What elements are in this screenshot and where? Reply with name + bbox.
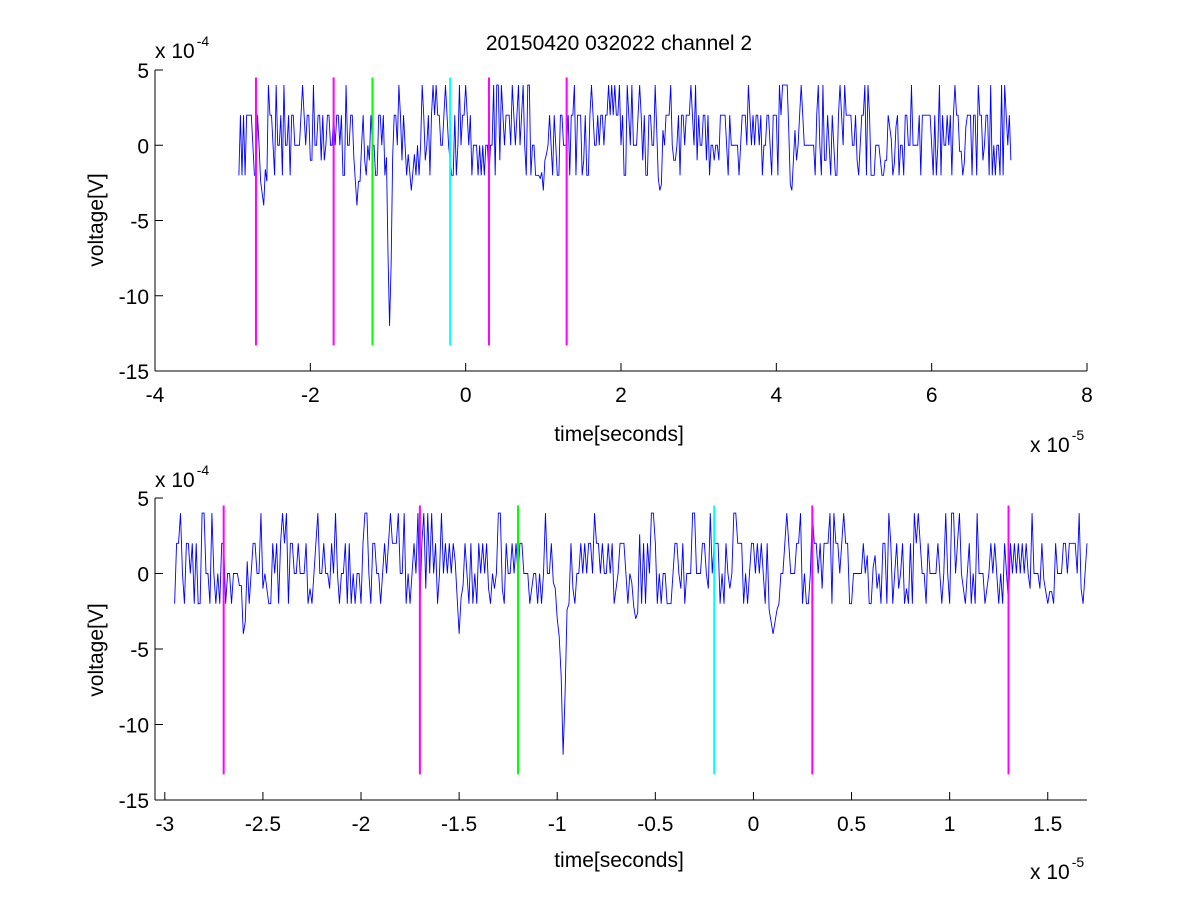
signal-series-line [174, 512, 1088, 755]
x-tick-label: -2 [301, 384, 320, 407]
bottom-y-exponent: x 10 -4 [155, 462, 209, 492]
bottom-y-ticks: -15 -10 -5 0 5 [119, 488, 163, 813]
signal-series-line [238, 84, 1012, 326]
x-tick-label: -0.5 [637, 813, 673, 836]
top-y-exponent-base: x 10 [155, 40, 195, 63]
x-tick-label: 6 [926, 384, 938, 407]
bottom-y-exponent-base: x 10 [155, 469, 195, 492]
top-x-exponent: x 10 -5 [1030, 427, 1084, 457]
top-y-exponent: x 10 -4 [155, 33, 209, 63]
y-tick-label: -10 [119, 715, 149, 738]
x-tick-label: -1 [548, 813, 567, 836]
top-x-label: time[seconds] [554, 423, 684, 446]
x-tick-label: 1.5 [1033, 813, 1062, 836]
y-tick-label: -15 [119, 361, 149, 384]
top-plot-marks [238, 77, 1012, 346]
y-tick-label: 0 [137, 564, 149, 587]
x-tick-label: -1.5 [441, 813, 477, 836]
x-tick-label: 2 [615, 384, 627, 407]
x-tick-label: -2 [352, 813, 371, 836]
bottom-x-exponent-power: -5 [1072, 854, 1085, 870]
bottom-x-ticks: -3 -2.5 -2 -1.5 -1 -0.5 0 0.5 1 1.5 [155, 792, 1062, 836]
top-y-exponent-power: -4 [197, 33, 210, 49]
top-y-label: voltage[V] [85, 173, 108, 266]
x-tick-label: 8 [1081, 384, 1093, 407]
figure-title: 20150420 032022 channel 2 [486, 32, 752, 55]
top-x-exponent-power: -5 [1072, 427, 1085, 443]
y-tick-label: -5 [130, 639, 149, 662]
bottom-x-label: time[seconds] [554, 849, 684, 872]
y-tick-label: -5 [130, 211, 149, 234]
x-tick-label: 1 [944, 813, 956, 836]
x-tick-label: 0.5 [837, 813, 866, 836]
y-tick-label: -10 [119, 286, 149, 309]
x-tick-label: 0 [460, 384, 472, 407]
y-tick-label: 5 [137, 488, 149, 511]
bottom-axes: -3 -2.5 -2 -1.5 -1 -0.5 0 0.5 1 1.5 -15 -10 -5 0 5 ti… [85, 462, 1088, 884]
y-tick-label: -15 [119, 790, 149, 813]
y-tick-label: 5 [137, 60, 149, 83]
top-x-exponent-base: x 10 [1030, 434, 1070, 457]
x-tick-label: -2.5 [245, 813, 281, 836]
bottom-y-label: voltage[V] [85, 603, 108, 696]
x-tick-label: -3 [155, 813, 174, 836]
bottom-y-exponent-power: -4 [197, 462, 210, 478]
top-x-ticks: -4 -2 0 2 4 6 8 [146, 363, 1093, 407]
top-y-ticks: -15 -10 -5 0 5 [119, 60, 163, 384]
top-axes: -4 -2 0 2 4 6 8 -15 -10 -5 0 5 time[seconds] volta… [85, 33, 1093, 457]
bottom-plot-marks [174, 505, 1088, 775]
y-tick-label: 0 [137, 135, 149, 158]
x-tick-label: 4 [770, 384, 782, 407]
bottom-x-exponent-base: x 10 [1030, 861, 1070, 884]
x-tick-label: 0 [748, 813, 760, 836]
x-tick-label: -4 [146, 384, 165, 407]
bottom-x-exponent: x 10 -5 [1030, 854, 1084, 884]
